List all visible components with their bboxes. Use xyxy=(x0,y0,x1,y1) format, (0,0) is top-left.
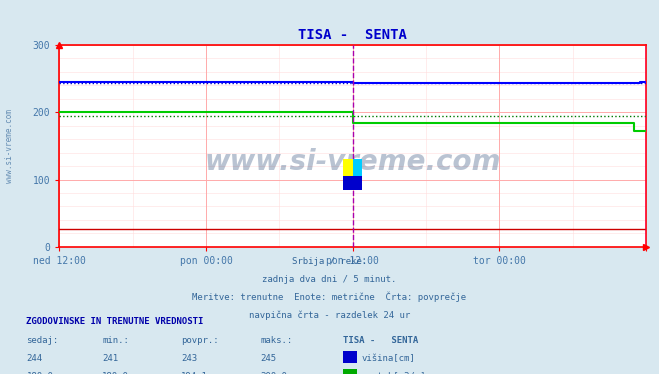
Text: min.:: min.: xyxy=(102,336,129,345)
Bar xyxy=(343,176,362,190)
Text: 241: 241 xyxy=(102,354,118,363)
Text: 243: 243 xyxy=(181,354,197,363)
Bar xyxy=(343,159,353,176)
Text: www.si-vreme.com: www.si-vreme.com xyxy=(5,109,14,183)
Text: maks.:: maks.: xyxy=(260,336,293,345)
Text: navpična črta - razdelek 24 ur: navpična črta - razdelek 24 ur xyxy=(249,310,410,319)
Text: 180,0: 180,0 xyxy=(26,372,53,374)
Text: povpr.:: povpr.: xyxy=(181,336,219,345)
Text: 200,0: 200,0 xyxy=(260,372,287,374)
Text: ZGODOVINSKE IN TRENUTNE VREDNOSTI: ZGODOVINSKE IN TRENUTNE VREDNOSTI xyxy=(26,316,204,325)
Text: sedaj:: sedaj: xyxy=(26,336,59,345)
Text: 194,1: 194,1 xyxy=(181,372,208,374)
Text: 180,0: 180,0 xyxy=(102,372,129,374)
Text: Meritve: trenutne  Enote: metrične  Črta: povprečje: Meritve: trenutne Enote: metrične Črta: … xyxy=(192,291,467,301)
Text: pretok[m3/s]: pretok[m3/s] xyxy=(361,372,426,374)
Text: Srbija / reke.: Srbija / reke. xyxy=(292,257,367,266)
Text: 245: 245 xyxy=(260,354,276,363)
Text: 244: 244 xyxy=(26,354,42,363)
Text: višina[cm]: višina[cm] xyxy=(361,354,415,363)
Text: zadnja dva dni / 5 minut.: zadnja dva dni / 5 minut. xyxy=(262,275,397,283)
Title: TISA -  SENTA: TISA - SENTA xyxy=(298,28,407,42)
Text: www.si-vreme.com: www.si-vreme.com xyxy=(204,148,501,176)
Text: TISA -   SENTA: TISA - SENTA xyxy=(343,336,418,345)
Bar xyxy=(353,159,362,176)
